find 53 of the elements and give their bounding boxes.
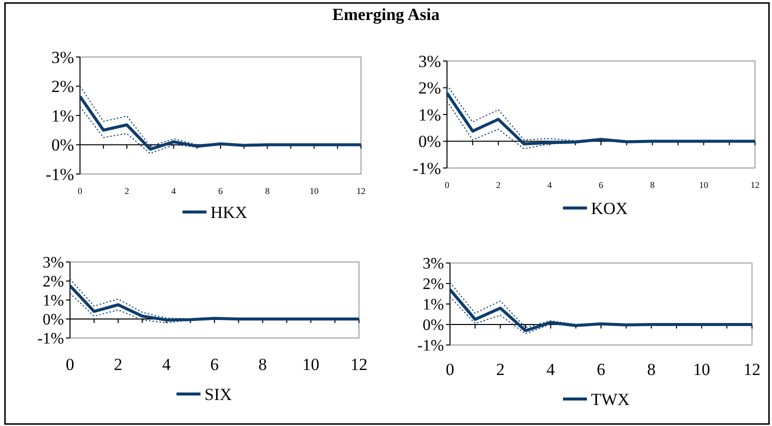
x-tick-label: 8 xyxy=(647,360,656,379)
y-tick-label: 1% xyxy=(418,105,441,124)
y-tick-label: -1% xyxy=(37,330,64,348)
y-tick-label: -1% xyxy=(412,158,441,178)
x-tick-label: 4 xyxy=(162,355,172,374)
x-tick-label: 0 xyxy=(444,180,450,190)
x-tick-label: 2 xyxy=(114,355,122,374)
x-tick-label: 0 xyxy=(66,355,74,374)
x-tick-label: 2 xyxy=(124,186,130,196)
y-tick-label: 1% xyxy=(51,106,74,126)
x-tick-label: 4 xyxy=(171,186,176,196)
chart-title: Emerging Asia xyxy=(332,5,440,24)
x-tick-label: 4 xyxy=(547,180,552,190)
legend-label: SIX xyxy=(204,384,232,404)
y-tick-label: 1% xyxy=(42,292,64,310)
legend-label: KOX xyxy=(591,198,628,218)
x-tick-label: 12 xyxy=(744,360,760,379)
x-tick-label: 6 xyxy=(210,355,219,374)
y-tick-label: 0% xyxy=(42,312,64,329)
y-tick-label: 2% xyxy=(42,274,64,291)
y-tick-label: 0% xyxy=(418,132,441,152)
y-tick-label: 3% xyxy=(422,256,444,273)
x-tick-label: 8 xyxy=(258,355,267,374)
x-tick-label: 10 xyxy=(310,186,320,196)
y-tick-label: 1% xyxy=(422,296,444,314)
legend-label: TWX xyxy=(591,390,630,409)
x-tick-label: 0 xyxy=(78,186,83,196)
x-tick-label: 2 xyxy=(496,180,501,190)
y-tick-label: -1% xyxy=(46,164,74,184)
y-tick-label: -1% xyxy=(417,338,444,355)
y-tick-label: 3% xyxy=(418,52,441,71)
y-tick-label: 3% xyxy=(51,48,74,67)
x-tick-label: 6 xyxy=(596,360,606,379)
y-tick-label: 2% xyxy=(422,276,444,294)
y-tick-label: 0% xyxy=(422,317,444,334)
x-tick-label: 8 xyxy=(265,186,270,196)
x-tick-label: 12 xyxy=(356,186,366,196)
y-tick-label: 3% xyxy=(42,254,64,272)
x-tick-label: 10 xyxy=(699,180,709,190)
x-tick-label: 2 xyxy=(496,360,505,379)
legend-label: HKX xyxy=(210,202,248,222)
x-tick-label: 6 xyxy=(598,180,604,190)
y-tick-label: 2% xyxy=(51,77,74,96)
x-tick-label: 4 xyxy=(546,360,556,379)
x-tick-label: 10 xyxy=(693,360,710,379)
x-tick-label: 6 xyxy=(218,186,224,196)
x-tick-label: 12 xyxy=(750,180,760,190)
y-tick-label: 0% xyxy=(51,136,74,155)
x-tick-label: 8 xyxy=(650,180,656,190)
x-tick-label: 0 xyxy=(446,360,454,379)
y-tick-label: 2% xyxy=(418,78,441,98)
x-tick-label: 10 xyxy=(302,355,320,374)
x-tick-label: 12 xyxy=(350,355,368,374)
